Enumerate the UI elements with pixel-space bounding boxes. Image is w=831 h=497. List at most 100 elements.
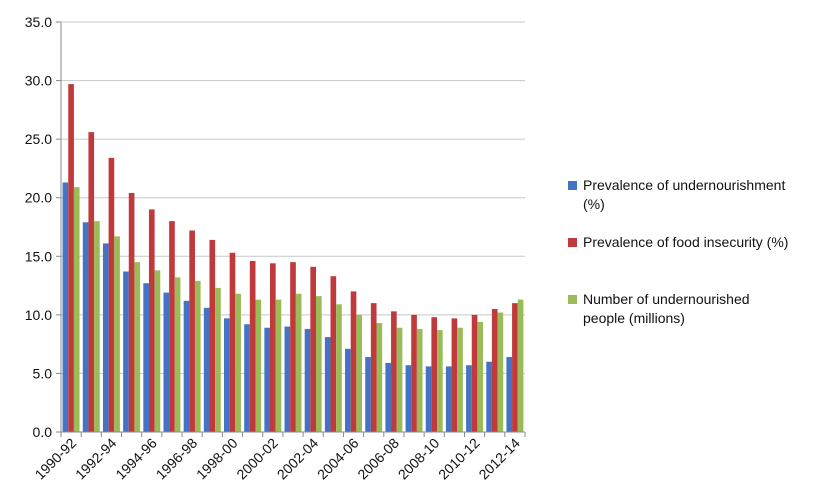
y-tick-label: 5.0 [33,365,53,381]
axes [56,21,526,437]
y-tick-label: 15.0 [25,248,52,264]
bar-s2-2004-06 [356,314,362,432]
legend-swatch [568,181,577,190]
bar-s0-2000-02 [264,327,270,432]
bar-s2-2008-10 [437,330,443,432]
bar-s0-2002-04 [304,328,311,432]
x-tick-label: 1994-96 [112,435,160,483]
legend-label: people (millions) [583,310,685,326]
bar-s0-2006-08 [385,362,392,432]
bar-s2-1997-99 [215,287,221,432]
bar-s1-1996-98 [189,230,195,432]
bar-s0-2012-14 [506,357,513,432]
bar-s1-2003-05 [330,276,337,432]
bar-s2-2005-07 [376,323,383,432]
bar-s0-2001-03 [284,326,291,432]
y-tick-label: 25.0 [25,131,52,147]
bar-s1-2004-06 [350,291,357,432]
bar-s1-2006-08 [391,311,397,432]
bars [62,84,524,433]
bar-s0-2011-13 [486,361,492,432]
bar-s2-2010-12 [477,321,484,432]
x-tick-label: 1990-92 [32,435,80,483]
y-tick-label: 30.0 [25,73,52,89]
bar-s1-1990-92 [68,84,74,432]
y-tick-labels: 0.0 5.0 10.0 15.0 20.0 25.0 30.0 35.0 [25,14,52,440]
x-tick-label: 1998-00 [193,435,241,483]
x-tick-label: 2006-08 [354,435,402,483]
legend-label: (%) [583,196,605,212]
bar-s1-2010-12 [471,314,478,432]
legend-label: Prevalence of food insecurity (%) [583,234,788,250]
bar-s1-2005-07 [370,303,377,432]
y-tick-label: 20.0 [25,190,52,206]
x-tick-label: 1992-94 [72,435,120,483]
bar-s0-1996-98 [183,300,190,432]
bar-s2-1998-00 [235,293,241,432]
x-tick-labels: 1990-921992-941994-961996-981998-002000-… [32,435,524,483]
bar-s0-2008-10 [425,366,432,432]
bar-s2-2009-11 [457,327,463,432]
bar-s0-2010-12 [466,365,472,432]
bar-s2-1990-92 [73,187,80,432]
x-tick-label: 2012-14 [475,435,523,483]
y-tick-label: 10.0 [25,307,52,323]
bar-s1-2002-04 [310,266,316,432]
bar-s1-1997-99 [209,239,216,432]
y-tick-label: 0.0 [33,424,53,440]
bar-s1-1993-95 [128,193,135,432]
bar-s0-2003-05 [324,337,331,432]
x-tick-label: 2010-12 [435,435,483,483]
bar-s0-1994-96 [143,283,149,432]
bar-s2-2003-05 [336,304,342,432]
legend-label: Prevalence of undernourishment [583,177,785,193]
bar-s1-2008-10 [431,317,438,432]
x-tick-label: 2000-02 [233,435,281,483]
bar-s2-1999-01 [255,299,262,432]
bar-s1-2009-11 [451,318,458,432]
bar-s1-2007-09 [411,314,417,432]
bar-s0-2007-09 [405,365,412,432]
bar-s0-1990-92 [62,182,69,432]
bar-s1-2012-14 [512,303,518,432]
bar-s0-2009-11 [445,366,452,432]
bar-s2-2006-08 [396,327,403,432]
bar-s1-2001-03 [290,262,296,432]
bar-s2-1991-93 [94,221,100,432]
legend-label: Number of undernourished [583,291,750,307]
bar-s0-1999-01 [244,324,250,432]
bar-s0-2004-06 [345,348,351,432]
bar-s2-2007-09 [416,328,423,432]
x-tick-label: 1996-98 [153,435,201,483]
bar-s1-2011-13 [491,309,498,432]
bar-s0-2005-07 [365,357,371,432]
bar-s1-1999-01 [249,260,256,432]
x-tick-label: 2004-06 [314,435,362,483]
bar-s1-1992-94 [108,157,115,432]
x-tick-label: 2008-10 [395,435,443,483]
bar-s1-2000-02 [270,263,276,432]
bar-s2-2012-14 [517,299,524,432]
bar-s0-1991-93 [82,222,89,432]
bar-s2-1996-98 [194,280,201,432]
bar-s2-1995-97 [174,277,181,432]
bar-s0-1998-00 [224,318,230,432]
x-tick-label: 2002-04 [274,435,322,483]
bar-s2-2000-02 [275,299,282,432]
bar-s2-2001-03 [295,293,302,432]
bar-s0-1993-95 [123,271,129,432]
bar-s1-1998-00 [229,252,236,432]
y-tick-label: 35.0 [25,14,52,30]
bar-s2-1994-96 [154,270,161,432]
bar-s1-1995-97 [169,221,175,432]
legend-swatch [568,238,577,247]
bar-s1-1991-93 [88,132,95,433]
bar-s0-1992-94 [102,243,109,432]
bar-s1-1994-96 [148,209,155,432]
legend-swatch [568,295,577,304]
legend: Prevalence of undernourishment (%) Prevale… [568,177,788,326]
bar-s0-1995-97 [163,292,170,432]
bar-s2-2011-13 [497,312,504,432]
